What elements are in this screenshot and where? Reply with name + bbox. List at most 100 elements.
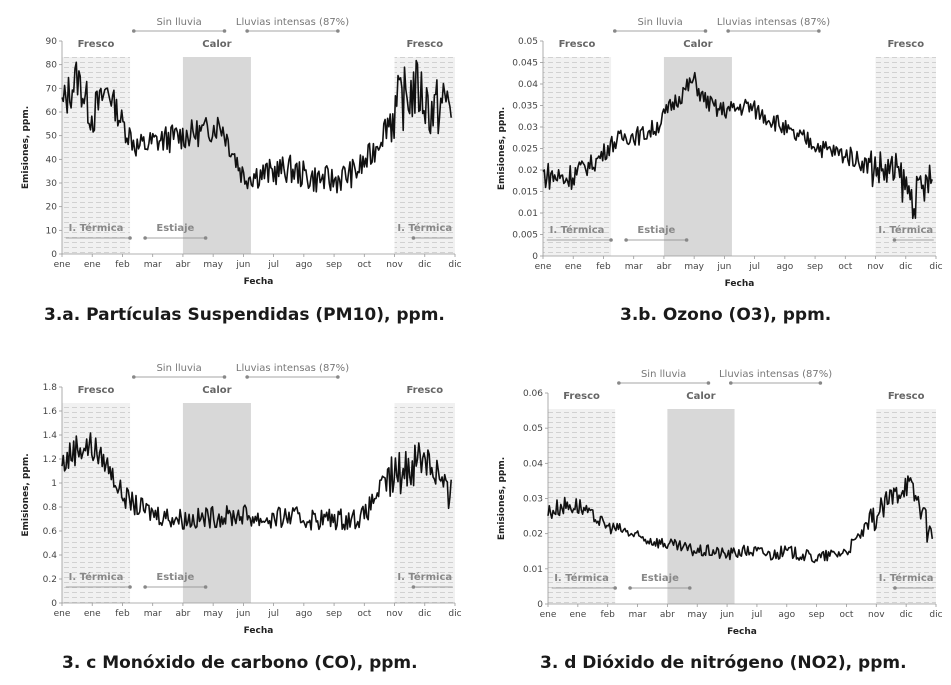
no2-ytick-label-0: 0 bbox=[537, 600, 543, 610]
co-region-fresco-end bbox=[394, 403, 455, 603]
pm10-termica-end-dot bbox=[411, 236, 416, 240]
chart-no2: Fresco Calor Fresco Sin lluvia Lluvias inten… bbox=[476, 345, 951, 685]
ozono-ytick-label-1: 0.005 bbox=[512, 231, 538, 241]
pm10-lluvias-start-dot bbox=[245, 29, 249, 33]
ozono-ytick-label-6: 0.03 bbox=[518, 123, 538, 133]
no2-ytick-label-2: 0.02 bbox=[523, 530, 543, 540]
chart-ozono: Fresco Calor Fresco Sin lluvia Lluvias inten… bbox=[476, 0, 951, 340]
no2-xtick-label-8: ago bbox=[778, 610, 795, 620]
no2-sin-lluvia-end-dot bbox=[706, 381, 711, 385]
pm10-xtick-label-0: ene bbox=[54, 260, 71, 270]
ozono-label-fresco-end: Fresco bbox=[887, 39, 924, 50]
chart-co: Fresco Calor Fresco Sin lluvia Lluvias inten… bbox=[0, 345, 475, 685]
co-xtick-label-5: may bbox=[203, 609, 223, 619]
ozono-ytick-label-8: 0.04 bbox=[518, 80, 538, 90]
pm10-xtick-label-7: jul bbox=[267, 260, 279, 270]
ozono-xtick-label-0: ene bbox=[535, 262, 552, 272]
pm10-ytick-label-7: 70 bbox=[46, 84, 58, 94]
ozono-ytick-label-5: 0.025 bbox=[512, 145, 538, 155]
no2-xtick-label-3: mar bbox=[629, 610, 647, 620]
co-xlabel: Fecha bbox=[244, 626, 274, 636]
ozono-ytick-label-10: 0.05 bbox=[518, 37, 538, 47]
co-ytick-label-2: 0.4 bbox=[43, 551, 58, 561]
ozono-lluvias-label: Lluvias intensas (87%) bbox=[717, 17, 830, 28]
chart-pm10-svg: Fresco Calor Fresco Sin lluvia Lluvias inten… bbox=[21, 17, 462, 287]
chart-no2-svg: Fresco Calor Fresco Sin lluvia Lluvias inten… bbox=[497, 369, 943, 637]
ozono-estiaje-end-dot bbox=[684, 238, 689, 242]
ozono-label-calor: Calor bbox=[683, 39, 712, 50]
no2-xlabel: Fecha bbox=[727, 627, 757, 637]
ozono-xtick-label-7: jul bbox=[748, 262, 760, 272]
ozono-lluvias-end-dot bbox=[817, 29, 821, 33]
ozono-xlabel: Fecha bbox=[725, 279, 755, 289]
pm10-lluvias-end-dot bbox=[336, 29, 340, 33]
ozono-ylabel: Emisiones, ppm. bbox=[497, 107, 507, 190]
ozono-xtick-label-11: nov bbox=[867, 262, 884, 272]
pm10-termica-start-label: I. Térmica bbox=[69, 222, 124, 234]
no2-xtick-label-6: jun bbox=[719, 610, 734, 620]
co-label-fresco-end: Fresco bbox=[406, 385, 443, 396]
pm10-termica-start-dot bbox=[128, 236, 132, 240]
no2-series-line bbox=[547, 475, 934, 564]
co-termica-start-label: I. Térmica bbox=[69, 571, 124, 583]
co-xtick-label-3: mar bbox=[144, 609, 162, 619]
ozono-ytick-label-9: 0.045 bbox=[512, 59, 538, 69]
pm10-xtick-label-4: abr bbox=[175, 260, 190, 270]
co-ytick-label-3: 0.6 bbox=[43, 527, 58, 537]
no2-xtick-label-12: dic bbox=[900, 610, 913, 620]
co-xtick-label-13: dic bbox=[448, 609, 461, 619]
ozono-xtick-label-4: abr bbox=[656, 262, 671, 272]
co-region-calor bbox=[182, 403, 251, 603]
co-ytick-label-6: 1.2 bbox=[43, 455, 57, 465]
ozono-label-fresco-start: Fresco bbox=[559, 39, 596, 50]
no2-termica-end-label: I. Térmica bbox=[879, 572, 934, 584]
ozono-termica-start-dot bbox=[609, 238, 613, 242]
no2-ytick-label-4: 0.04 bbox=[523, 459, 543, 469]
chart-pm10-caption: 3.a. Partículas Suspendidas (PM10), ppm. bbox=[44, 305, 445, 325]
co-xtick-label-11: nov bbox=[386, 609, 403, 619]
co-ytick-label-4: 0.8 bbox=[43, 503, 58, 513]
no2-xtick-label-13: dic bbox=[929, 610, 942, 620]
pm10-ytick-label-6: 60 bbox=[46, 108, 58, 118]
pm10-ytick-label-3: 30 bbox=[46, 179, 58, 189]
ozono-ytick-label-2: 0.01 bbox=[518, 209, 538, 219]
chart-no2-caption: 3. d Dióxido de nitrógeno (NO2), ppm. bbox=[540, 653, 907, 673]
no2-estiaje-label: Estiaje bbox=[641, 573, 679, 584]
pm10-termica-end-label: I. Térmica bbox=[397, 222, 452, 234]
pm10-label-calor: Calor bbox=[202, 39, 231, 50]
no2-region-fresco-end bbox=[876, 409, 936, 604]
co-series-line bbox=[61, 432, 452, 531]
co-ytick-label-1: 0.2 bbox=[43, 575, 57, 585]
co-label-fresco-start: Fresco bbox=[78, 385, 115, 396]
no2-estiaje-end-dot bbox=[687, 586, 692, 590]
pm10-xtick-label-8: ago bbox=[295, 260, 312, 270]
ozono-termica-end-dot bbox=[892, 238, 897, 242]
no2-ytick-label-5: 0.05 bbox=[523, 424, 543, 434]
co-termica-end-dot bbox=[411, 585, 416, 589]
ozono-xtick-label-12: dic bbox=[899, 262, 912, 272]
co-estiaje-label: Estiaje bbox=[156, 572, 194, 583]
pm10-label-fresco-start: Fresco bbox=[78, 39, 115, 50]
pm10-ytick-label-2: 20 bbox=[46, 203, 58, 213]
no2-xtick-label-5: may bbox=[687, 610, 707, 620]
pm10-xtick-label-12: dic bbox=[418, 260, 431, 270]
no2-xtick-label-7: jul bbox=[751, 610, 763, 620]
ozono-xtick-label-9: sep bbox=[807, 262, 823, 272]
co-lluvias-label: Lluvias intensas (87%) bbox=[236, 363, 349, 374]
co-lluvias-start-dot bbox=[245, 375, 249, 379]
co-lluvias-end-dot bbox=[336, 375, 340, 379]
pm10-xtick-label-2: feb bbox=[115, 260, 130, 270]
pm10-sin-lluvia-start-dot bbox=[131, 29, 136, 33]
co-xtick-label-6: jun bbox=[235, 609, 250, 619]
co-estiaje-end-dot bbox=[203, 585, 208, 589]
no2-xtick-label-0: ene bbox=[540, 610, 557, 620]
ozono-termica-start-label: I. Térmica bbox=[550, 224, 605, 236]
ozono-lluvias-start-dot bbox=[726, 29, 730, 33]
ozono-estiaje-start-dot bbox=[624, 238, 628, 242]
co-ytick-label-0: 0 bbox=[51, 599, 57, 609]
co-region-fresco-start bbox=[62, 403, 131, 603]
pm10-ytick-label-5: 50 bbox=[46, 132, 58, 142]
pm10-estiaje-end-dot bbox=[203, 236, 208, 240]
pm10-xtick-label-9: sep bbox=[326, 260, 342, 270]
no2-xtick-label-9: sep bbox=[809, 610, 825, 620]
